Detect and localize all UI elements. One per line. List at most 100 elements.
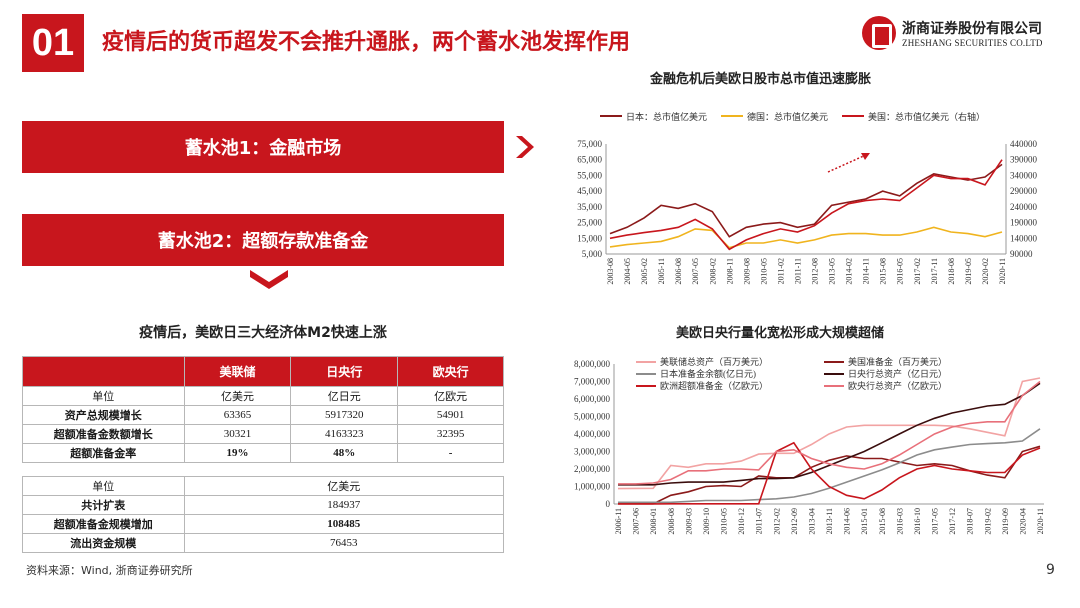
x-tick-label: 2011-02 <box>776 258 785 284</box>
y-tick-label-right: 240000 <box>1010 202 1038 212</box>
x-tick-label: 2014-06 <box>843 508 852 535</box>
reservoir-1-banner: 蓄水池1：金融市场 <box>22 121 504 173</box>
series-line <box>618 382 1041 486</box>
table-cell: 亿美元 <box>183 476 505 496</box>
y-tick-label-left: 5,000 <box>582 249 603 259</box>
m2-data-table: 美联储 日央行 欧央行 单位 亿美元 亿日元 亿欧元 资产总规模增长 63365… <box>22 356 505 553</box>
chevron-down-icon <box>250 270 288 289</box>
table-cell: 54901 <box>397 405 504 425</box>
legend-label: 德国：总市值亿美元 <box>747 111 828 122</box>
chart-2-title: 美欧日央行量化宽松形成大规模超储 <box>676 326 885 341</box>
y-tick-label: 5,000,000 <box>574 412 611 422</box>
x-tick-label: 2008-01 <box>649 508 658 535</box>
x-tick-label: 2020-04 <box>1018 508 1027 535</box>
table-title: 疫情后，美欧日三大经济体M2快速上涨 <box>139 325 387 341</box>
zheshang-logo-icon <box>862 16 896 50</box>
x-tick-label: 2007-05 <box>691 258 700 285</box>
logo-english-name: ZHESHANG SECURITIES CO.LTD <box>902 38 1043 48</box>
table-header-cell: 美联储 <box>183 356 292 387</box>
series-line <box>609 159 1003 251</box>
x-tick-label: 2010-12 <box>737 508 746 535</box>
table-cell: 亿美元 <box>183 386 292 406</box>
table-cell: 76453 <box>183 533 505 553</box>
legend-label: 日本：总市值亿美元 <box>626 111 707 122</box>
x-tick-label: 2005-11 <box>657 258 666 284</box>
y-tick-label-left: 35,000 <box>577 202 602 212</box>
y-tick-label-right: 140000 <box>1010 233 1038 243</box>
trend-arrow-annotation <box>827 153 869 173</box>
x-tick-label: 2018-07 <box>966 508 975 535</box>
x-tick-label: 2019-09 <box>1001 508 1010 535</box>
x-tick-label: 2010-05 <box>759 258 768 285</box>
x-tick-label: 2013-05 <box>828 258 837 285</box>
table-header-cell: 欧央行 <box>397 356 504 387</box>
central-bank-balance-line-chart: 0 1,000,000 2,000,000 3,000,000 4,000,000 5,0… <box>574 356 1045 535</box>
table-cell: 30321 <box>183 424 292 444</box>
slide-title: 疫情后的货币超发不会推升通胀，两个蓄水池发挥作用 <box>102 30 631 55</box>
x-tick-label: 2006-08 <box>674 258 683 285</box>
x-tick-label: 2008-02 <box>708 258 717 285</box>
table-cell: 超额准备金规模增加 <box>22 514 185 534</box>
x-tick-label: 2016-05 <box>896 258 905 285</box>
series-line <box>617 377 1041 490</box>
table-cell: 48% <box>290 443 399 463</box>
y-tick-label-right: 340000 <box>1010 170 1038 180</box>
legend-label: 日本准备金余额(亿日元) <box>660 368 756 379</box>
y-tick-label: 6,000,000 <box>574 394 611 404</box>
y-tick-label: 1,000,000 <box>574 482 611 492</box>
table-cell: 亿日元 <box>290 386 399 406</box>
series-line <box>609 163 1003 238</box>
x-tick-label: 2014-02 <box>845 258 854 285</box>
legend-label: 欧洲超额准备金（亿欧元） <box>660 380 768 391</box>
legend-label: 日央行总资产（亿日元） <box>848 368 947 379</box>
y-tick-label: 0 <box>606 499 611 509</box>
x-tick-label: 2008-08 <box>667 508 676 535</box>
y-tick-label-left: 25,000 <box>577 218 602 228</box>
x-tick-label: 2017-12 <box>948 508 957 535</box>
table-row: 共计扩表 184937 <box>22 495 505 515</box>
table-cell: 超额准备金数额增长 <box>22 424 185 444</box>
trend-arrow-head <box>861 153 870 160</box>
x-tick-label: 2009-03 <box>684 508 693 535</box>
y-tick-label-left: 65,000 <box>577 155 602 165</box>
x-tick-label: 2017-05 <box>931 508 940 535</box>
x-tick-label: 2010-05 <box>720 508 729 535</box>
x-tick-label: 2005-02 <box>640 258 649 285</box>
section-number: 01 <box>22 14 84 72</box>
y-tick-label: 2,000,000 <box>574 464 611 474</box>
y-tick-label: 4,000,000 <box>574 429 611 439</box>
table-cell: 单位 <box>22 386 185 406</box>
legend-label: 美联储总资产（百万美元） <box>660 356 768 367</box>
table-cell: 63365 <box>183 405 292 425</box>
x-tick-label: 2013-04 <box>807 508 816 535</box>
table-cell: 资产总规模增长 <box>22 405 185 425</box>
x-tick-label: 2015-08 <box>879 258 888 285</box>
table-row: 单位 亿美元 亿日元 亿欧元 <box>22 386 504 406</box>
table-cell: 亿欧元 <box>397 386 504 406</box>
x-tick-label: 2012-08 <box>811 258 820 285</box>
company-logo: 浙商证券股份有限公司 ZHESHANG SECURITIES CO.LTD <box>862 16 1062 56</box>
table-row: 流出资金规模 76453 <box>22 533 505 553</box>
x-tick-label: 2003-08 <box>606 258 615 285</box>
table-cell: 184937 <box>183 495 505 515</box>
table-cell: 超额准备金率 <box>22 443 185 463</box>
y-tick-label-right: 190000 <box>1010 218 1038 228</box>
legend-label: 美国准备金（百万美元） <box>848 356 947 367</box>
x-tick-label: 2009-08 <box>742 258 751 285</box>
x-tick-label: 2019-05 <box>964 258 973 285</box>
table-header-cell: 日央行 <box>290 356 399 387</box>
x-tick-label: 2016-10 <box>913 508 922 535</box>
table-row: 超额准备金数额增长 30321 4163323 32395 <box>22 424 504 444</box>
table-header-row: 美联储 日央行 欧央行 <box>22 356 504 387</box>
y-tick-label-left: 55,000 <box>577 170 602 180</box>
x-tick-label: 2011-11 <box>793 258 802 284</box>
x-tick-label: 2020-02 <box>981 258 990 285</box>
y-tick-label-right: 390000 <box>1010 155 1038 165</box>
y-tick-label-left: 45,000 <box>577 186 602 196</box>
x-tick-label: 2015-01 <box>860 508 869 535</box>
source-note: 资料来源：Wind, 浙商证券研究所 <box>26 564 193 577</box>
market-cap-line-chart: 日本：总市值亿美元 德国：总市值亿美元 美国：总市值亿美元（右轴） 5,000 15,0… <box>577 111 1038 285</box>
y-tick-label-right: 90000 <box>1010 249 1033 259</box>
x-tick-label: 2013-11 <box>825 508 834 534</box>
table-row: 资产总规模增长 63365 5917320 54901 <box>22 405 504 425</box>
